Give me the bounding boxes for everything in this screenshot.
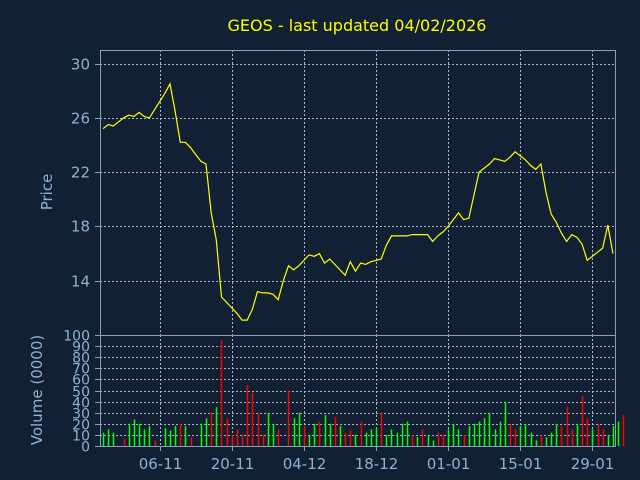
x-tick-label: 20-11	[211, 455, 255, 473]
x-tick-label: 29-01	[571, 455, 615, 473]
x-axis: 06-11 20-11 04-12 18-12 01-01 15-01 29-01	[139, 446, 615, 473]
volume-tick-label: 60	[72, 373, 90, 389]
x-tick-label: 18-12	[355, 455, 399, 473]
price-tick-label: 18	[71, 218, 90, 236]
x-tick-label: 01-01	[427, 455, 471, 473]
x-tick-label: 06-11	[139, 455, 183, 473]
volume-tick-label: 90	[72, 340, 90, 356]
price-line	[102, 82, 614, 321]
volume-tick-label: 100	[63, 329, 90, 345]
volume-tick-label: 80	[72, 351, 90, 367]
volume-tick-label: 30	[72, 407, 90, 423]
price-tick-label: 30	[71, 56, 90, 74]
volume-panel-frame	[100, 335, 616, 447]
price-tick-label: 26	[71, 110, 90, 128]
volume-tick-label: 50	[72, 385, 90, 401]
volume-tick-label: 10	[72, 429, 90, 445]
volume-tick-label: 70	[72, 362, 90, 378]
volume-tick-label: 20	[72, 418, 90, 434]
price-tick-label: 22	[71, 164, 90, 182]
x-tick-label: 15-01	[499, 455, 543, 473]
volume-tick-label: 40	[72, 396, 90, 412]
x-tick-label: 04-12	[283, 455, 327, 473]
price-axis-label: Price	[38, 174, 56, 211]
volume-tick-label: 0	[81, 440, 90, 456]
chart-title: GEOS - last updated 04/02/2026	[228, 16, 487, 35]
volume-axis-label: Volume (0000)	[28, 335, 46, 445]
price-tick-label: 14	[71, 273, 90, 291]
